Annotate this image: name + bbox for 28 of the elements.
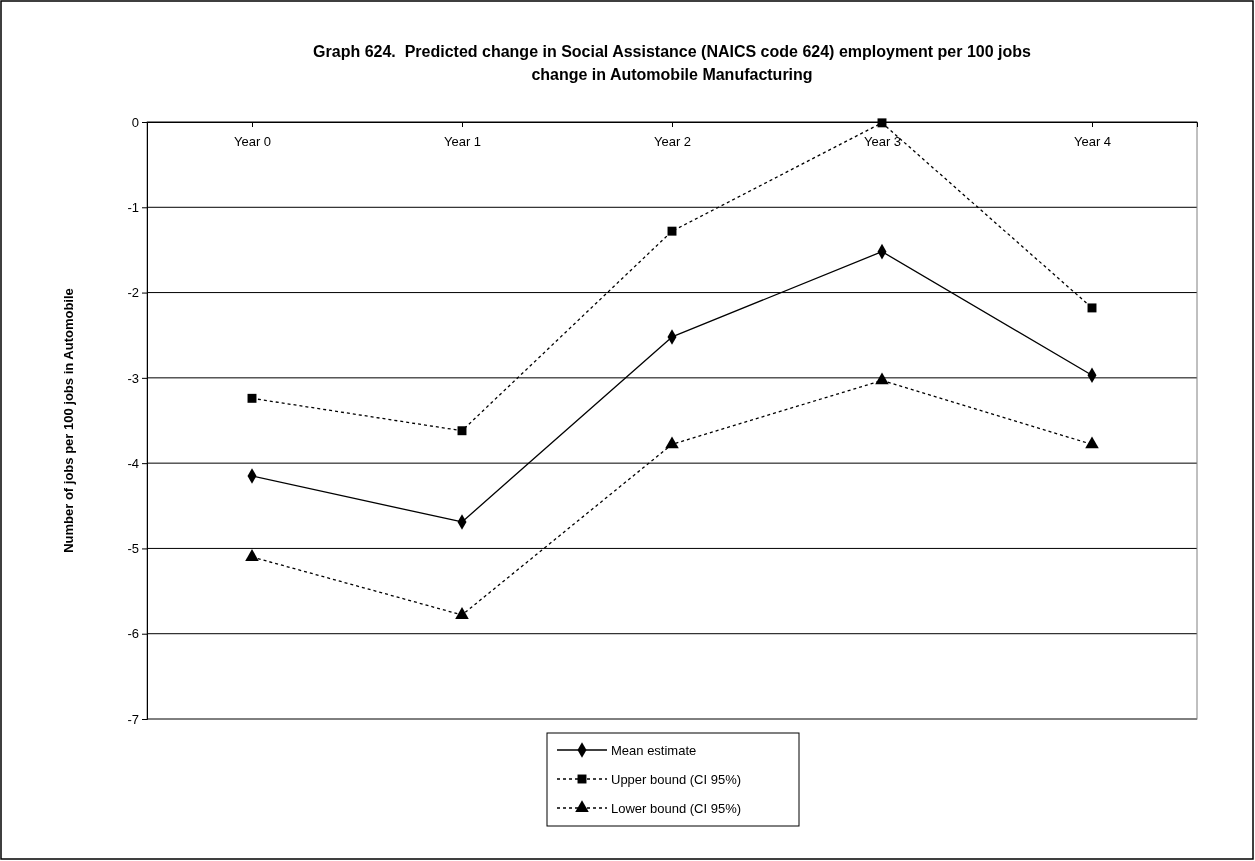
y-axis-title: Number of jobs per 100 jobs in Automobile: [61, 288, 76, 553]
x-tick-label: Year 3: [863, 133, 902, 149]
chart-title: Graph 624. Predicted change in Social Assistance (NAICS code 624) employment per 100 jobs change in Automobile Manufacturing: [313, 43, 1032, 83]
legend-label: Mean estimate: [611, 742, 697, 758]
point: [877, 118, 887, 128]
x-tick-label: Year 1: [443, 133, 482, 149]
point: [1085, 436, 1099, 449]
y-tick-label: -3: [127, 370, 139, 386]
point: [455, 607, 469, 619]
point: [245, 549, 259, 561]
point: [457, 426, 467, 436]
x-tick-label: Year 4: [1073, 133, 1112, 149]
point: [875, 372, 889, 385]
point: [247, 393, 257, 403]
point: [1087, 303, 1097, 313]
y-tick-label: -4: [127, 455, 139, 471]
legend-label: Lower bound (CI 95%): [611, 800, 742, 816]
y-tick-label: -5: [127, 541, 139, 557]
point: [667, 226, 677, 236]
y-tick-label: -1: [127, 199, 139, 215]
y-tick-label: -7: [127, 711, 139, 727]
y-tick-label: 0: [131, 114, 139, 130]
y-tick-label: -2: [127, 285, 139, 301]
x-tick-label: Year 2: [653, 133, 692, 149]
x-tick-label: Year 0: [233, 133, 272, 149]
legend-label: Upper bound (CI 95%): [611, 771, 742, 787]
point: [665, 436, 679, 449]
y-tick-label: -6: [127, 626, 139, 642]
